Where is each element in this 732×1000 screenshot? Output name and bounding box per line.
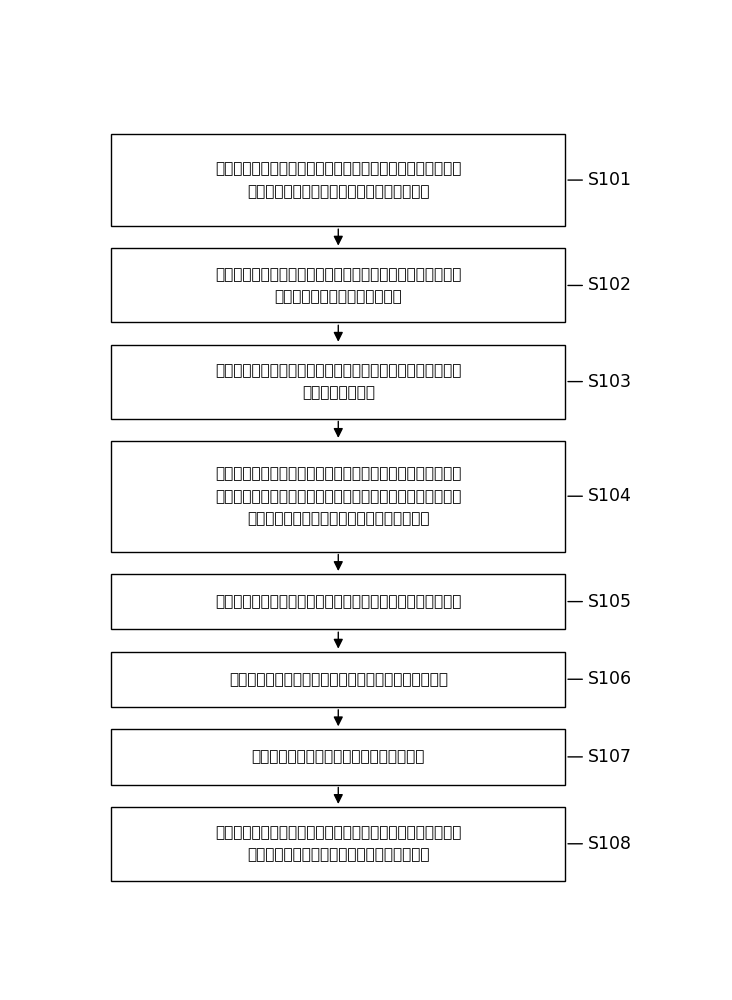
Text: S103: S103 [568, 373, 632, 391]
Text: 提供半导体衬底，所述半导体衬底表面形成有隔离介质层，所
述隔离介质层具有暴露所述半导体衬底的开口: 提供半导体衬底，所述半导体衬底表面形成有隔离介质层，所 述隔离介质层具有暴露所述… [215, 161, 461, 199]
Text: 在所述外延层表面和侧墙介质层的侧壁形成隧穿氧化层: 在所述外延层表面和侧墙介质层的侧壁形成隧穿氧化层 [229, 672, 448, 687]
Text: S106: S106 [568, 670, 632, 688]
Bar [111, 807, 565, 881]
Text: S101: S101 [568, 171, 632, 189]
Bar [111, 134, 565, 226]
Text: S108: S108 [568, 835, 632, 853]
Bar [111, 652, 565, 707]
Text: 形成位于所述开口的侧壁和底部的耦合氧化层，以及位于所述
耦合氧化层表面的浮栅多晶硅层: 形成位于所述开口的侧壁和底部的耦合氧化层，以及位于所述 耦合氧化层表面的浮栅多晶… [215, 267, 461, 304]
Text: S105: S105 [568, 593, 632, 611]
Text: 在侧墙介质层远离源线多晶硅层一侧的半导体表面形成外延层: 在侧墙介质层远离源线多晶硅层一侧的半导体表面形成外延层 [215, 594, 461, 609]
Text: 形成位于所述开口内的源线多晶硅层以及位于与所述源线多晶
硅层正对的半导体衬底内的源极，所述侧墙介质层电隔离所述
源线多晶硅层与浮栅，并去除所述隔离介质层: 形成位于所述开口内的源线多晶硅层以及位于与所述源线多晶 硅层正对的半导体衬底内的… [215, 467, 461, 526]
Text: 在所述字线多晶硅层的侧壁形成字线侧墙，并以所述字线侧墙
为掩膜向外延层和半导体衬底掺杂，形成漏极: 在所述字线多晶硅层的侧壁形成字线侧墙，并以所述字线侧墙 为掩膜向外延层和半导体衬… [215, 825, 461, 862]
Text: S102: S102 [568, 276, 632, 294]
Bar [111, 574, 565, 629]
Bar [111, 441, 565, 552]
Bar [111, 729, 565, 785]
Bar [111, 248, 565, 322]
Bar [111, 345, 565, 419]
Text: S104: S104 [568, 487, 632, 505]
Text: 在所述隧穿氧化层的表面形成字线多晶硅层: 在所述隧穿氧化层的表面形成字线多晶硅层 [252, 749, 425, 764]
Text: S107: S107 [568, 748, 632, 766]
Text: 刻蚀所述浮栅多晶硅层，形成彼此分离的浮栅，以及覆盖所述
浮栅的侧墙介质层: 刻蚀所述浮栅多晶硅层，形成彼此分离的浮栅，以及覆盖所述 浮栅的侧墙介质层 [215, 363, 461, 400]
